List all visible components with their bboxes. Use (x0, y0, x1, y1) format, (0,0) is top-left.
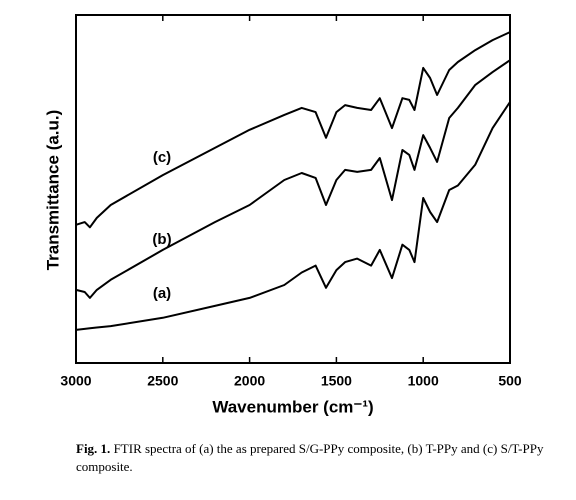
spectrum-line (75, 31, 511, 229)
spectrum-line (75, 101, 511, 331)
x-axis-label: Wavenumber (cm⁻¹) (212, 397, 373, 416)
x-tick-label: 2000 (234, 373, 265, 389)
series-label: (a) (153, 285, 171, 302)
x-tick-label: 2500 (147, 373, 178, 389)
y-axis-label: Transmittance (a.u.) (43, 110, 62, 271)
x-tick-label: 1000 (408, 373, 439, 389)
x-tick-label: 3000 (60, 373, 91, 389)
series-label: (b) (152, 231, 171, 248)
x-tick-label: 500 (498, 373, 522, 389)
caption-label: Fig. 1. (76, 441, 111, 456)
chart: Wavenumber (cm⁻¹) Transmittance (a.u.) 3… (43, 14, 522, 416)
x-tick-label: 1500 (321, 373, 352, 389)
series-label: (c) (153, 149, 171, 166)
plot-frame (75, 14, 511, 364)
caption-text: FTIR spectra of (a) the as prepared S/G-… (76, 441, 544, 474)
spectrum-line (75, 59, 511, 299)
caption: Fig. 1. FTIR spectra of (a) the as prepa… (76, 440, 566, 476)
